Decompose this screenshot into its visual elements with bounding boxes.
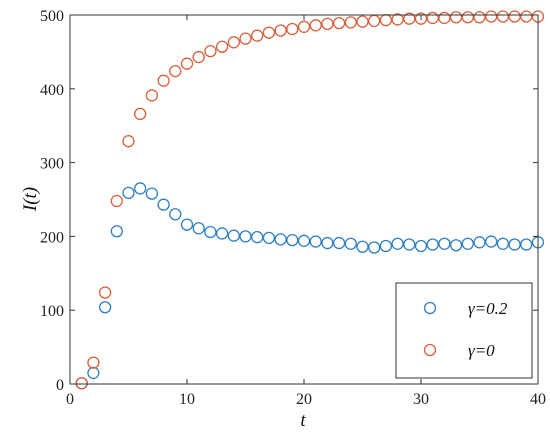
data-point bbox=[368, 241, 381, 254]
data-point bbox=[134, 107, 147, 121]
data-point bbox=[321, 17, 334, 31]
data-point bbox=[379, 239, 393, 253]
x-tick-label: 20 bbox=[296, 391, 312, 408]
data-point bbox=[215, 40, 229, 53]
data-point bbox=[204, 225, 217, 239]
data-point bbox=[309, 235, 322, 248]
data-points bbox=[75, 10, 545, 390]
y-tick-label: 400 bbox=[40, 82, 64, 99]
x-tick-label: 40 bbox=[530, 391, 546, 408]
data-point bbox=[496, 237, 510, 250]
data-point bbox=[309, 19, 322, 32]
x-tick-label: 30 bbox=[413, 391, 429, 408]
data-point bbox=[344, 16, 357, 29]
series-2 bbox=[75, 10, 545, 390]
data-point bbox=[520, 238, 533, 251]
y-tick-label: 200 bbox=[40, 229, 64, 246]
data-point bbox=[239, 230, 252, 243]
data-point bbox=[110, 194, 123, 208]
data-point bbox=[332, 236, 346, 250]
data-point bbox=[87, 356, 100, 369]
data-point bbox=[391, 13, 404, 26]
legend-marker bbox=[423, 343, 437, 357]
data-point bbox=[169, 208, 182, 221]
data-point bbox=[87, 366, 100, 380]
data-point bbox=[461, 237, 474, 250]
data-point bbox=[251, 230, 264, 244]
data-point bbox=[332, 16, 346, 30]
data-point bbox=[145, 89, 159, 102]
data-point bbox=[251, 29, 264, 42]
data-point bbox=[215, 227, 229, 240]
data-point bbox=[274, 24, 287, 37]
data-point bbox=[286, 233, 299, 247]
data-point bbox=[192, 222, 205, 235]
y-axis-label: I(t) bbox=[20, 187, 41, 212]
data-point bbox=[438, 11, 451, 25]
data-point bbox=[344, 237, 357, 250]
legend-box bbox=[395, 282, 533, 379]
data-point bbox=[262, 231, 276, 245]
data-point bbox=[110, 225, 123, 238]
data-point bbox=[356, 240, 369, 253]
data-point bbox=[356, 15, 369, 28]
data-point bbox=[508, 10, 521, 23]
data-point bbox=[297, 234, 311, 247]
data-point bbox=[461, 11, 474, 24]
data-point bbox=[204, 45, 217, 58]
data-point bbox=[157, 74, 170, 87]
data-point bbox=[134, 182, 147, 195]
data-point bbox=[426, 11, 439, 25]
data-point bbox=[403, 238, 416, 251]
legend-label: γ=0.2 bbox=[468, 299, 508, 318]
data-point bbox=[157, 198, 170, 211]
data-point bbox=[473, 11, 486, 24]
data-point bbox=[449, 239, 463, 252]
data-point bbox=[169, 64, 182, 78]
data-point bbox=[403, 12, 416, 25]
data-point bbox=[227, 36, 240, 49]
data-point bbox=[145, 187, 159, 200]
data-point bbox=[438, 237, 451, 250]
data-point bbox=[414, 12, 428, 25]
data-point bbox=[180, 57, 194, 70]
data-point bbox=[297, 20, 311, 33]
data-point bbox=[485, 10, 498, 23]
data-point bbox=[274, 233, 287, 246]
data-point bbox=[227, 229, 240, 242]
data-point bbox=[75, 377, 88, 390]
data-point bbox=[473, 236, 486, 249]
legend-label: γ=0 bbox=[468, 341, 495, 360]
data-point bbox=[286, 22, 299, 36]
data-point bbox=[391, 237, 404, 250]
data-point bbox=[192, 50, 205, 64]
x-axis-label: t bbox=[300, 410, 306, 431]
legend-marker bbox=[423, 301, 437, 315]
data-point bbox=[180, 218, 194, 231]
data-point bbox=[98, 286, 112, 299]
data-point bbox=[122, 186, 135, 200]
y-tick-label: 500 bbox=[40, 8, 64, 25]
x-tick-label: 10 bbox=[179, 391, 195, 408]
y-tick-label: 0 bbox=[56, 377, 64, 394]
x-tick-label: 0 bbox=[66, 391, 74, 408]
data-point bbox=[426, 238, 439, 251]
data-point bbox=[449, 11, 463, 24]
data-point bbox=[122, 135, 135, 148]
series-1 bbox=[75, 182, 545, 390]
data-point bbox=[485, 235, 498, 248]
data-point bbox=[262, 26, 276, 39]
data-point bbox=[239, 32, 252, 45]
data-point bbox=[508, 238, 521, 251]
data-point bbox=[321, 236, 334, 250]
data-point bbox=[520, 10, 533, 23]
legend: γ=0.2 γ=0 bbox=[395, 282, 533, 379]
y-tick-label: 100 bbox=[40, 303, 64, 320]
data-point bbox=[496, 10, 510, 23]
y-tick-label: 300 bbox=[40, 156, 64, 173]
data-point bbox=[414, 239, 428, 253]
data-point bbox=[98, 301, 112, 314]
